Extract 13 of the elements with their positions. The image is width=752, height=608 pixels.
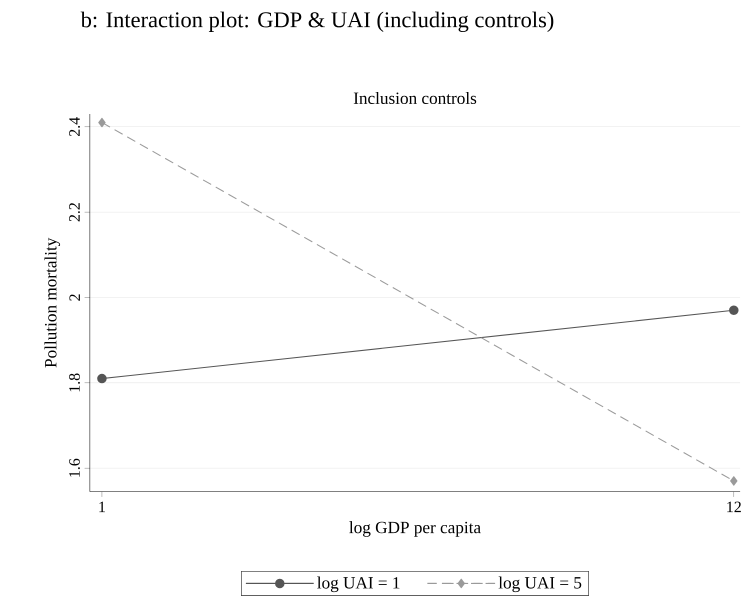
- legend-label: log UAI = 1: [317, 576, 400, 592]
- chart-title: b: Interaction plot: GDP & UAI (including controls): [80, 12, 554, 32]
- chart-subtitle: Inclusion controls: [354, 92, 476, 104]
- y-tick-label: 2.4: [69, 117, 80, 136]
- y-tick-label: 2.2: [69, 203, 80, 222]
- y-axis-title: Pollution mortality: [44, 238, 60, 368]
- y-tick-label: 1.6: [69, 458, 80, 477]
- y-tick-label: 1.8: [69, 374, 80, 392]
- x-axis-title: log GDP per capita: [349, 521, 481, 537]
- legend-label: log UAI = 5: [498, 576, 582, 592]
- x-tick-label: 1: [99, 502, 105, 512]
- x-tick-label: 12: [727, 502, 741, 512]
- y-tick-label: 2: [69, 294, 80, 301]
